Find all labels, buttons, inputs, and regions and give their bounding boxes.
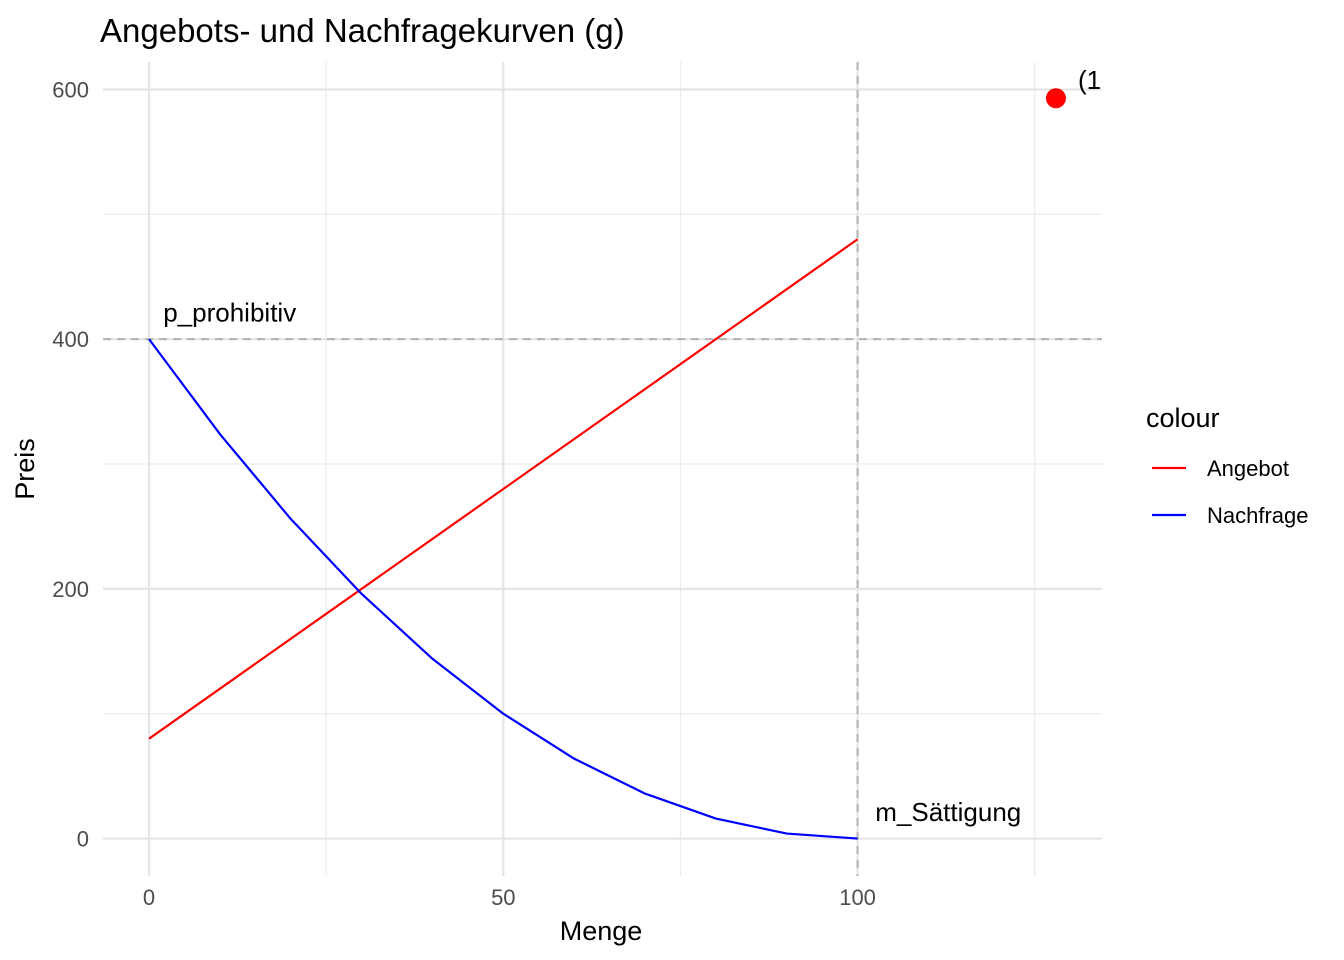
chart-title: Angebots- und Nachfragekurven (g) [100, 12, 625, 49]
x-tick-label: 50 [491, 885, 515, 910]
legend-label-nachfrage: Nachfrage [1207, 503, 1309, 528]
series-lines [148, 238, 859, 840]
point-label: (1 [1078, 65, 1101, 95]
annotation-label: p_prohibitiv [163, 298, 296, 328]
minor-gridlines [103, 62, 1102, 876]
major-gridlines [103, 62, 1102, 876]
y-tick-label: 0 [77, 827, 89, 852]
legend: colour Angebot Nachfrage [1146, 403, 1309, 528]
point-label-group: (1 [1078, 65, 1101, 95]
series-line-nachfrage [148, 338, 858, 840]
x-axis-tick-labels: 0 50 100 [143, 885, 876, 910]
y-axis-tick-labels: 0 200 400 600 [52, 77, 89, 851]
x-axis-title: Menge [560, 916, 643, 946]
reference-lines [103, 62, 1102, 876]
y-axis-title: Preis [10, 438, 40, 500]
y-tick-label: 400 [52, 327, 89, 352]
x-tick-label: 100 [839, 885, 876, 910]
y-tick-label: 200 [52, 577, 89, 602]
x-tick-label: 0 [143, 885, 155, 910]
y-tick-label: 600 [52, 77, 89, 102]
annotation-label: m_Sättigung [875, 797, 1021, 827]
legend-title: colour [1146, 403, 1220, 433]
annotations: (1 p_prohibitiv m_Sättigung [163, 65, 1101, 827]
data-point [1045, 88, 1066, 109]
series-line-angebot [148, 238, 859, 740]
legend-label-angebot: Angebot [1207, 456, 1289, 481]
